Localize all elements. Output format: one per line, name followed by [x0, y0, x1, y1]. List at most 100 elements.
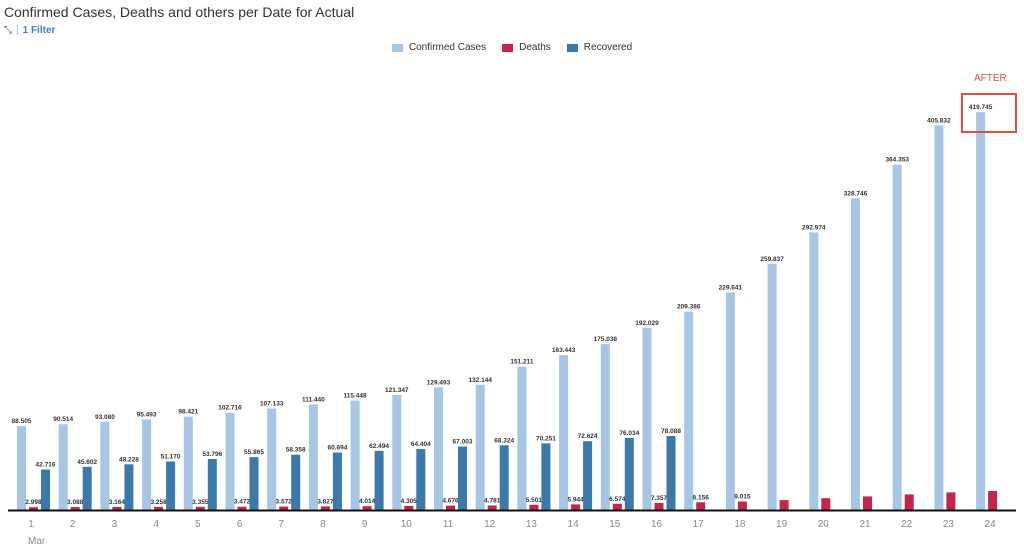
- bar-confirmed-18[interactable]: [725, 292, 735, 510]
- legend-swatch-confirmed: [391, 43, 403, 52]
- legend-item-deaths[interactable]: Deaths: [502, 42, 551, 53]
- data-label-deaths-17: 8.156: [693, 494, 710, 501]
- data-label-deaths-14: 5.944: [567, 496, 584, 503]
- bar-confirmed-3[interactable]: [100, 421, 110, 510]
- bar-confirmed-19[interactable]: [767, 263, 777, 510]
- bar-confirmed-22[interactable]: [892, 164, 902, 510]
- bar-confirmed-5[interactable]: [183, 416, 193, 510]
- data-label-recovered-1: 42.716: [36, 462, 56, 469]
- data-label-confirmed-3: 93.080: [95, 414, 115, 421]
- data-label-confirmed-1: 88.505: [12, 418, 32, 425]
- bar-confirmed-1[interactable]: [17, 426, 26, 510]
- bar-recovered-3[interactable]: [124, 464, 134, 510]
- data-label-deaths-4: 3.258: [150, 499, 167, 506]
- x-tick-label-4: 4: [153, 519, 159, 530]
- hierarchy-icon: ⤡: [4, 25, 12, 36]
- bar-deaths-3[interactable]: [112, 507, 122, 510]
- bar-deaths-13[interactable]: [529, 504, 539, 510]
- legend-item-confirmed[interactable]: Confirmed Cases: [391, 42, 487, 53]
- bar-recovered-11[interactable]: [458, 446, 467, 511]
- data-label-deaths-6: 3.472: [234, 499, 251, 506]
- bar-deaths-23[interactable]: [946, 492, 956, 510]
- bar-recovered-7[interactable]: [291, 454, 301, 510]
- bar-confirmed-15[interactable]: [600, 344, 610, 510]
- bar-deaths-8[interactable]: [320, 506, 330, 510]
- bar-confirmed-16[interactable]: [642, 328, 652, 510]
- bar-deaths-7[interactable]: [279, 506, 289, 510]
- bar-recovered-16[interactable]: [666, 436, 676, 510]
- data-label-confirmed-13: 151.211: [510, 359, 534, 366]
- bar-confirmed-9[interactable]: [350, 400, 360, 510]
- bar-confirmed-7[interactable]: [267, 408, 277, 511]
- bar-confirmed-2[interactable]: [58, 424, 68, 510]
- bar-recovered-5[interactable]: [207, 459, 217, 510]
- x-tick-label-9: 9: [362, 519, 368, 530]
- bar-deaths-9[interactable]: [362, 506, 372, 510]
- filter-indicator[interactable]: ⤡ | 1 Filter: [4, 25, 55, 36]
- bar-recovered-1[interactable]: [41, 469, 50, 511]
- bar-deaths-11[interactable]: [446, 505, 455, 510]
- bar-deaths-19[interactable]: [779, 500, 789, 510]
- x-tick-label-21: 21: [859, 519, 871, 530]
- bar-deaths-1[interactable]: [29, 507, 38, 510]
- bar-deaths-24[interactable]: [988, 491, 998, 510]
- bar-deaths-6[interactable]: [237, 506, 247, 510]
- data-label-recovered-14: 72.624: [578, 433, 598, 440]
- bar-recovered-10[interactable]: [416, 449, 426, 510]
- bar-confirmed-10[interactable]: [392, 395, 402, 510]
- legend-label-confirmed: Confirmed Cases: [408, 42, 487, 53]
- bar-recovered-12[interactable]: [499, 445, 509, 510]
- bar-confirmed-4[interactable]: [142, 419, 152, 511]
- data-label-recovered-8: 60.694: [327, 445, 347, 452]
- bar-confirmed-20[interactable]: [809, 232, 819, 510]
- bar-confirmed-8[interactable]: [308, 404, 318, 510]
- bar-deaths-20[interactable]: [821, 498, 831, 510]
- bar-recovered-2[interactable]: [82, 466, 92, 510]
- bar-confirmed-6[interactable]: [225, 412, 235, 510]
- bar-deaths-17[interactable]: [696, 502, 706, 510]
- data-label-recovered-3: 48.228: [119, 456, 139, 463]
- bar-confirmed-13[interactable]: [517, 366, 527, 510]
- x-tick-label-13: 13: [526, 519, 538, 530]
- bar-confirmed-11[interactable]: [434, 387, 443, 510]
- data-label-confirmed-21: 328.746: [844, 191, 868, 198]
- bar-recovered-9[interactable]: [374, 450, 384, 510]
- data-label-confirmed-7: 107.133: [260, 401, 284, 408]
- bar-deaths-10[interactable]: [404, 505, 414, 510]
- bar-deaths-18[interactable]: [737, 501, 747, 511]
- data-label-confirmed-15: 175.038: [594, 336, 618, 343]
- bar-deaths-22[interactable]: [904, 494, 914, 510]
- bar-confirmed-23[interactable]: [934, 125, 944, 511]
- bar-deaths-4[interactable]: [154, 506, 164, 510]
- data-label-confirmed-17: 209.386: [677, 304, 701, 311]
- bar-deaths-21[interactable]: [863, 496, 872, 510]
- x-tick-label-2: 2: [70, 519, 76, 530]
- x-tick-label-7: 7: [278, 519, 284, 530]
- bar-recovered-15[interactable]: [624, 437, 634, 510]
- bar-recovered-4[interactable]: [166, 461, 176, 511]
- bar-recovered-8[interactable]: [332, 452, 342, 511]
- legend-item-recovered[interactable]: Recovered: [566, 42, 632, 53]
- bar-recovered-14[interactable]: [583, 441, 593, 510]
- bar-recovered-6[interactable]: [249, 457, 259, 510]
- bar-deaths-14[interactable]: [571, 504, 581, 510]
- data-label-confirmed-20: 292.974: [802, 224, 826, 231]
- x-tick-label-17: 17: [693, 519, 705, 530]
- bar-recovered-13[interactable]: [541, 443, 551, 510]
- data-label-recovered-10: 64.404: [411, 441, 431, 448]
- bar-confirmed-12[interactable]: [475, 384, 485, 510]
- bar-confirmed-24[interactable]: [976, 112, 986, 510]
- data-label-confirmed-18: 229.641: [719, 284, 743, 291]
- bar-confirmed-14[interactable]: [559, 355, 569, 510]
- filter-label[interactable]: 1 Filter: [22, 25, 56, 36]
- bar-deaths-2[interactable]: [70, 507, 80, 510]
- data-label-recovered-12: 68.324: [494, 437, 514, 444]
- bar-confirmed-17[interactable]: [684, 311, 694, 510]
- bar-confirmed-21[interactable]: [851, 198, 860, 511]
- data-label-recovered-9: 62.494: [369, 443, 389, 450]
- bar-deaths-16[interactable]: [654, 503, 664, 510]
- bar-deaths-5[interactable]: [195, 506, 205, 510]
- bar-deaths-15[interactable]: [612, 503, 622, 510]
- data-label-confirmed-24: 419.745: [969, 104, 993, 111]
- bar-deaths-12[interactable]: [487, 505, 497, 511]
